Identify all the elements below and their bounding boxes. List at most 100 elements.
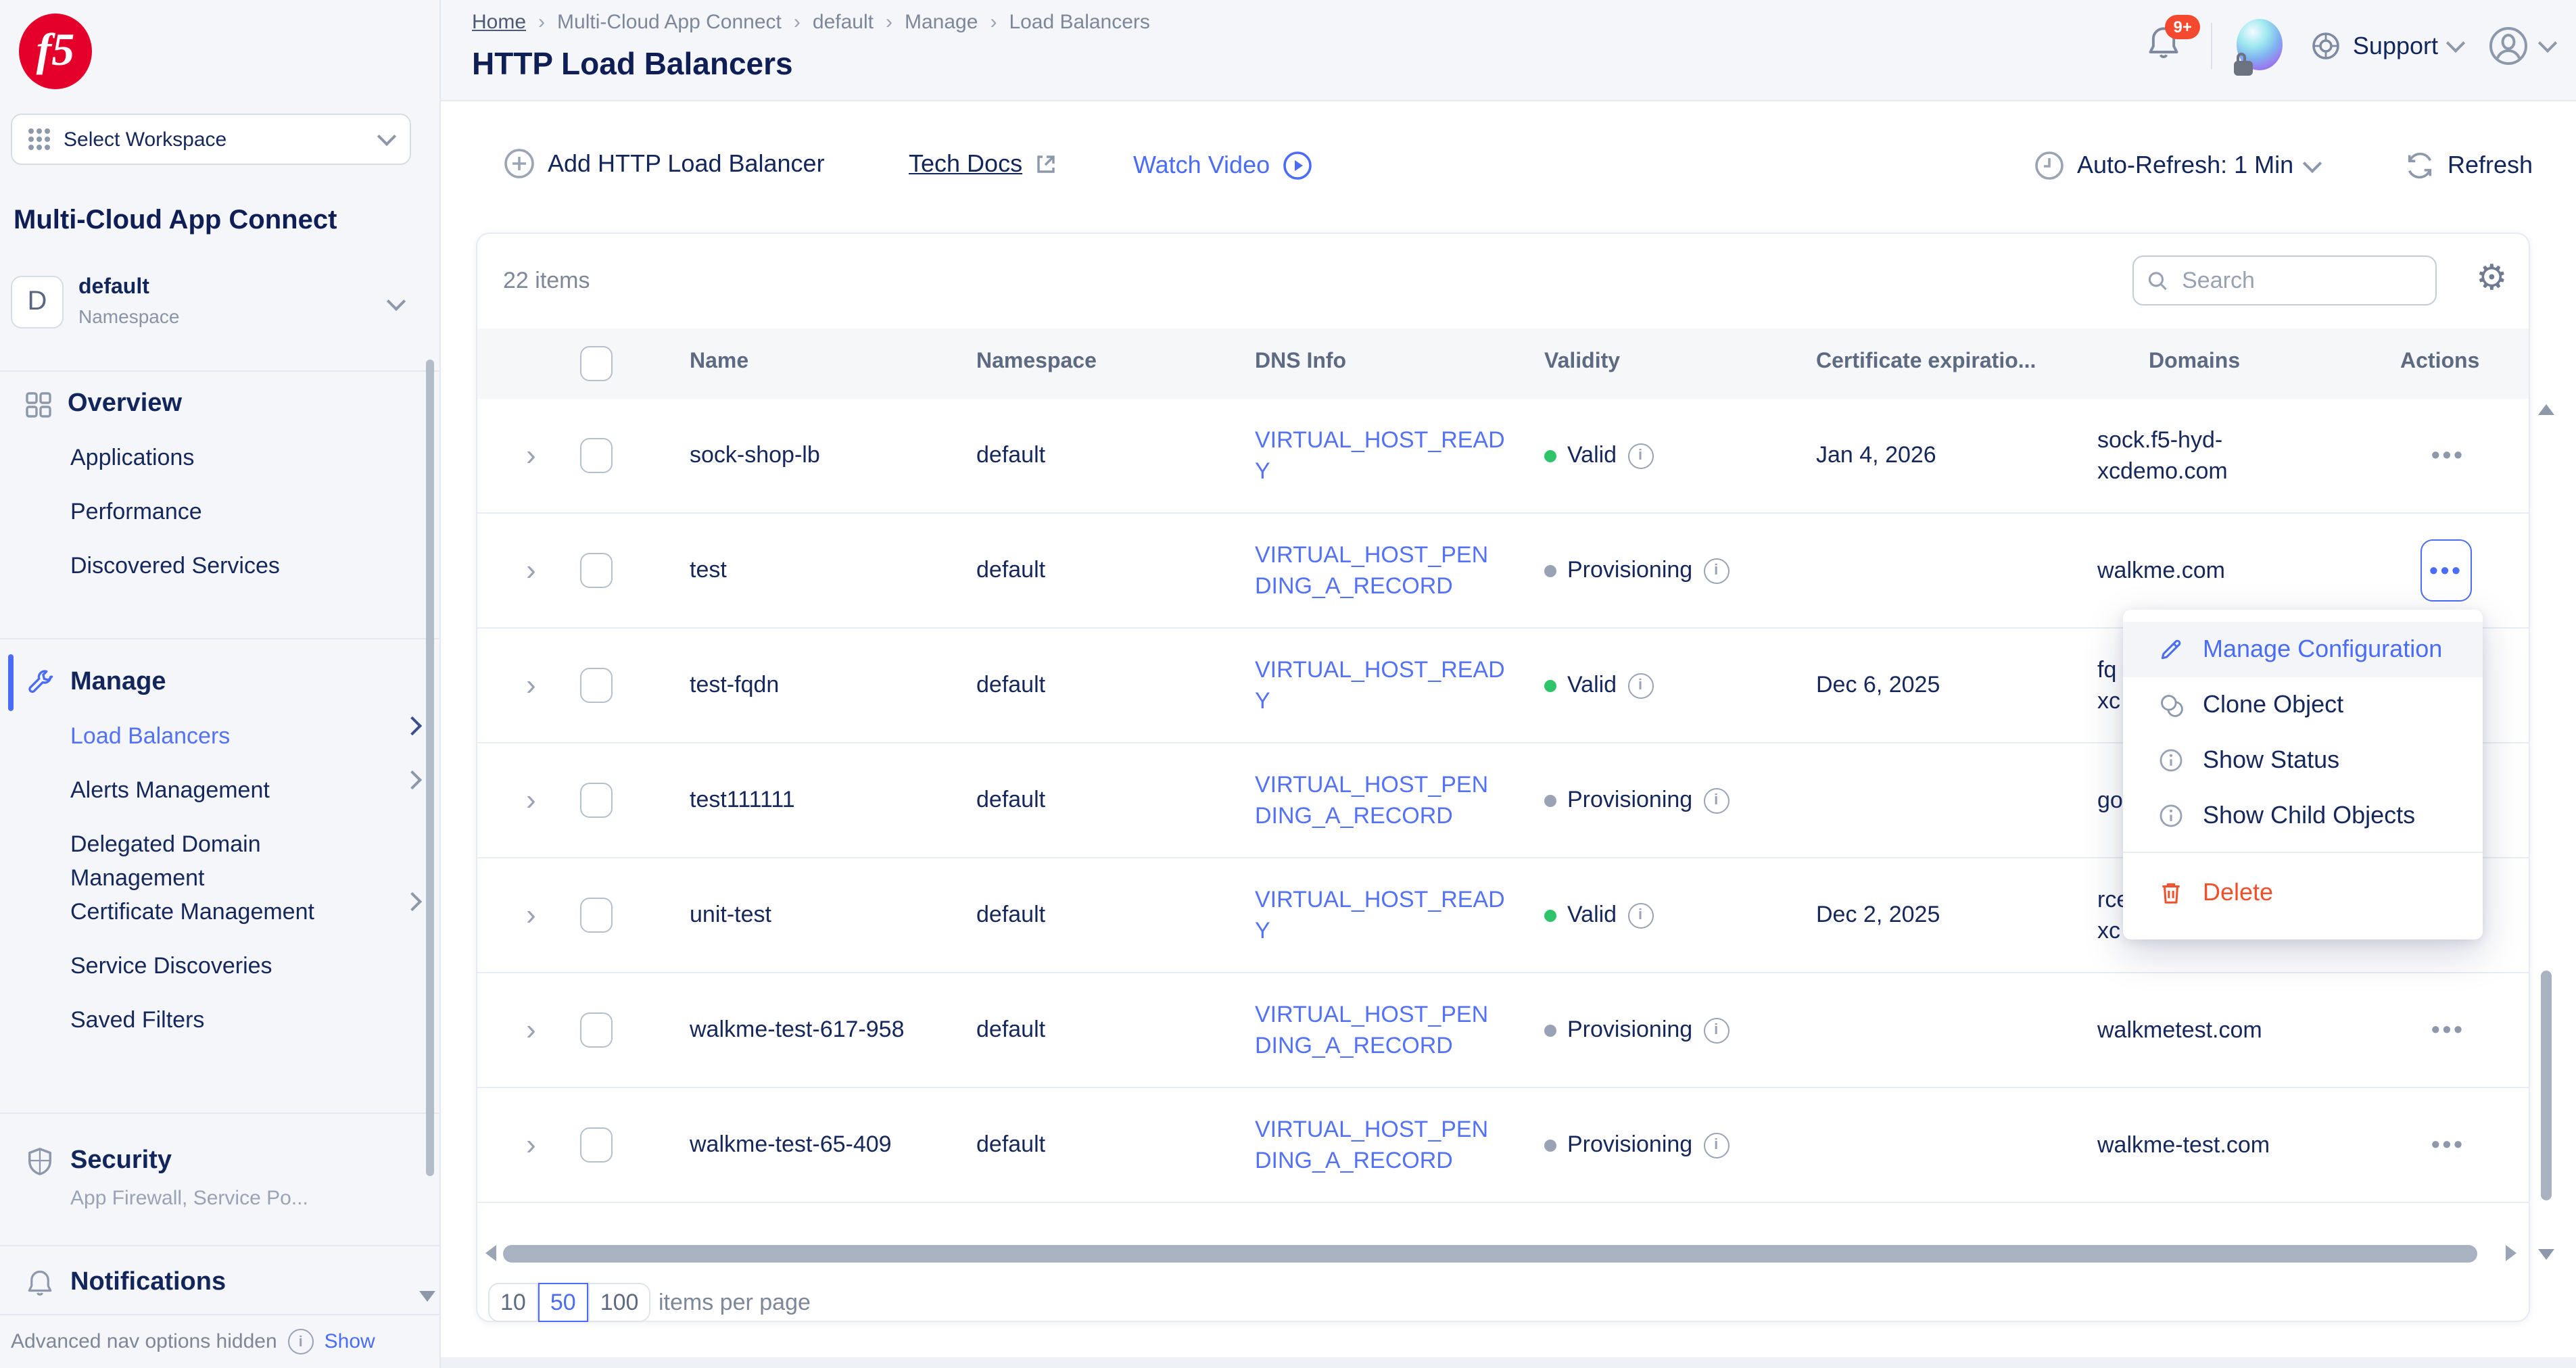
cell-dns-info-link[interactable]: VIRTUAL_HOST_PEN DING_A_RECORD (1255, 772, 1489, 829)
sidebar-item-load-balancers[interactable]: Load Balancers (70, 716, 423, 773)
info-icon[interactable]: i (1703, 787, 1730, 813)
sidebar-item-certificate-management[interactable]: Certificate Management (70, 891, 423, 949)
table-scroll-up-icon[interactable] (2538, 404, 2554, 415)
breadcrumb-item[interactable]: Home (472, 11, 527, 34)
sidebar-scrollbar[interactable] (426, 360, 434, 1176)
info-icon[interactable]: i (1627, 443, 1654, 468)
table-scroll-right-icon[interactable] (2506, 1245, 2517, 1261)
namespace-selector[interactable]: D default Namespace (11, 276, 416, 330)
row-actions-button[interactable]: ••• (2431, 441, 2465, 468)
info-icon[interactable]: i (1703, 1017, 1730, 1043)
breadcrumb-item[interactable]: default (812, 11, 874, 34)
breadcrumb-item[interactable]: Manage (905, 11, 978, 34)
row-checkbox[interactable] (580, 1127, 613, 1163)
info-icon: i (287, 1329, 314, 1354)
sidebar-item-performance[interactable]: Performance (70, 495, 341, 549)
row-expander-icon[interactable]: › (526, 1127, 536, 1161)
column-header-certificate-expiratio-[interactable]: Certificate expiratio... (1816, 350, 2036, 373)
workspace-selector[interactable]: Select Workspace (11, 114, 411, 165)
menu-item-clone-object[interactable]: Clone Object (2123, 677, 2483, 733)
column-header-namespace[interactable]: Namespace (976, 350, 1097, 373)
refresh-button[interactable]: Refresh (2404, 150, 2533, 181)
add-http-load-balancer-button[interactable]: Add HTTP Load Balancer (503, 147, 825, 180)
row-checkbox[interactable] (580, 438, 613, 473)
sidebar-item-alerts-management[interactable]: Alerts Management (70, 770, 423, 827)
menu-item-show-child-objects[interactable]: Show Child Objects (2123, 788, 2483, 844)
sidebar-item-service-discoveries[interactable]: Service Discoveries (70, 949, 341, 1003)
row-actions-button[interactable]: ••• (2431, 1131, 2465, 1158)
menu-item-show-status[interactable]: Show Status (2123, 733, 2483, 788)
row-checkbox[interactable] (580, 783, 613, 818)
f5-logo-icon[interactable]: f5 (19, 14, 92, 89)
column-header-actions[interactable]: Actions (2400, 350, 2480, 373)
table-horizontal-scrollbar[interactable] (503, 1245, 2499, 1263)
column-header-validity[interactable]: Validity (1544, 350, 1621, 373)
row-expander-icon[interactable]: › (526, 668, 536, 702)
row-checkbox[interactable] (580, 898, 613, 933)
row-checkbox[interactable] (580, 1012, 613, 1048)
cell-dns-info-link[interactable]: VIRTUAL_HOST_READ Y (1255, 657, 1505, 714)
account-menu[interactable] (2487, 24, 2558, 68)
row-checkbox[interactable] (580, 553, 613, 588)
external-link-icon (1037, 155, 1055, 173)
column-header-domains[interactable]: Domains (2149, 350, 2241, 373)
sidebar-section-title[interactable]: Security (0, 1138, 441, 1184)
search-input[interactable] (2179, 266, 2422, 295)
column-header-dns-info[interactable]: DNS Info (1255, 350, 1347, 373)
table-row: › test-fqdn default VIRTUAL_HOST_READ Y Valid… (477, 629, 2529, 743)
breadcrumb-separator-icon: › (886, 11, 892, 34)
menu-item-manage-configuration[interactable]: Manage Configuration (2123, 622, 2483, 677)
cell-validity: Valid i (1544, 672, 1654, 699)
info-icon[interactable]: i (1703, 558, 1730, 583)
auto-refresh-dropdown[interactable]: Auto-Refresh: 1 Min (2034, 150, 2322, 181)
table-scroll-down-icon[interactable] (2538, 1249, 2554, 1260)
support-menu[interactable]: Support (2310, 30, 2466, 62)
cell-dns-info-link[interactable]: VIRTUAL_HOST_PEN DING_A_RECORD (1255, 1117, 1489, 1173)
sidebar-section-title[interactable]: Manage (0, 654, 441, 711)
watch-video-link[interactable]: Watch Video (1133, 150, 1313, 181)
sidebar-item-applications[interactable]: Applications (70, 441, 341, 495)
sidebar-section-title[interactable]: Notifications (0, 1260, 441, 1306)
sidebar-scroll-down-icon[interactable] (419, 1291, 435, 1302)
row-expander-icon[interactable]: › (526, 783, 536, 816)
cell-namespace: default (976, 787, 1046, 812)
row-expander-icon[interactable]: › (526, 898, 536, 931)
table-settings-gear-icon[interactable]: ⚙ (2476, 257, 2508, 297)
sidebar-item-delegated-domain-management[interactable]: Delegated Domain Management (70, 827, 341, 895)
page-size-option-50[interactable]: 50 (538, 1283, 588, 1322)
shield-icon (26, 1146, 54, 1177)
row-expander-icon[interactable]: › (526, 438, 536, 472)
sidebar-item-saved-filters[interactable]: Saved Filters (70, 1003, 341, 1057)
clock-icon (2035, 151, 2064, 180)
breadcrumb-item[interactable]: Multi-Cloud App Connect (557, 11, 782, 34)
workspace-grid-icon (28, 128, 50, 150)
row-actions-button-active[interactable]: ••• (2420, 539, 2472, 602)
row-checkbox[interactable] (580, 668, 613, 703)
table-vertical-scrollbar[interactable] (2541, 971, 2552, 1200)
assistant-orb-button[interactable] (2233, 19, 2285, 76)
breadcrumb-item[interactable]: Load Balancers (1009, 11, 1150, 34)
cell-dns-info-link[interactable]: VIRTUAL_HOST_PEN DING_A_RECORD (1255, 542, 1489, 599)
row-expander-icon[interactable]: › (526, 1012, 536, 1046)
column-header-name[interactable]: Name (690, 350, 749, 373)
select-all-checkbox[interactable] (580, 346, 613, 381)
row-expander-icon[interactable]: › (526, 553, 536, 587)
tech-docs-link[interactable]: Tech Docs (909, 150, 1057, 178)
sidebar-section-title[interactable]: Overview (0, 381, 441, 427)
page-size-option-100[interactable]: 100 (588, 1283, 651, 1322)
sidebar-item-discovered-services[interactable]: Discovered Services (70, 549, 341, 603)
cell-dns-info-link[interactable]: VIRTUAL_HOST_READ Y (1255, 427, 1505, 484)
info-icon[interactable]: i (1703, 1132, 1730, 1158)
row-actions-button[interactable]: ••• (2431, 1016, 2465, 1043)
info-icon[interactable]: i (1627, 902, 1654, 928)
table-row: › test default VIRTUAL_HOST_PEN DING_A_RECOR… (477, 514, 2529, 629)
table-scroll-left-icon[interactable] (485, 1245, 496, 1261)
cell-dns-info-link[interactable]: VIRTUAL_HOST_PEN DING_A_RECORD (1255, 1002, 1489, 1058)
notifications-button[interactable]: 9+ (2146, 15, 2200, 69)
show-advanced-nav-link[interactable]: Show (324, 1330, 375, 1353)
info-icon[interactable]: i (1627, 673, 1654, 698)
page-size-option-10[interactable]: 10 (488, 1283, 538, 1322)
cell-domains: fq xc (2097, 657, 2120, 714)
cell-dns-info-link[interactable]: VIRTUAL_HOST_READ Y (1255, 887, 1505, 944)
menu-item-delete[interactable]: Delete (2123, 861, 2483, 923)
